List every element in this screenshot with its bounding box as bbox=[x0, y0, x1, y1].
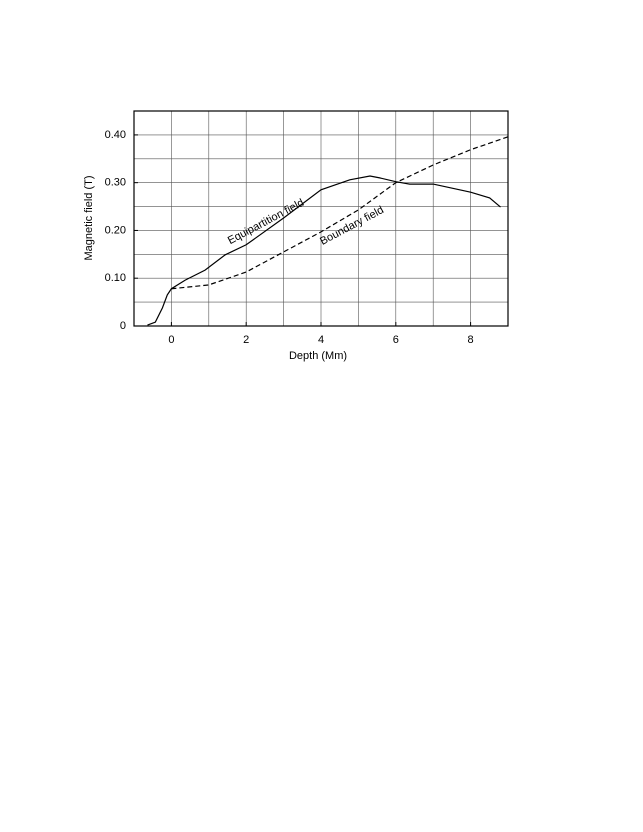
x-tick-label: 2 bbox=[243, 334, 249, 346]
x-axis-label: Depth (Mm) bbox=[289, 350, 347, 362]
y-tick-label: 0.40 bbox=[105, 129, 126, 141]
line-series bbox=[147, 175, 501, 326]
x-tick-label: 4 bbox=[318, 334, 324, 346]
y-axis-label: Magnetic field (T) bbox=[83, 176, 95, 261]
x-tick-label: 6 bbox=[393, 334, 399, 346]
y-tick-label: 0 bbox=[120, 320, 126, 332]
x-tick-label: 0 bbox=[168, 334, 174, 346]
line-series bbox=[171, 136, 509, 290]
x-tick-label: 8 bbox=[468, 334, 474, 346]
y-tick-label: 0.30 bbox=[105, 177, 126, 189]
y-tick-label: 0.20 bbox=[105, 224, 126, 236]
y-tick-label: 0.10 bbox=[105, 272, 126, 284]
